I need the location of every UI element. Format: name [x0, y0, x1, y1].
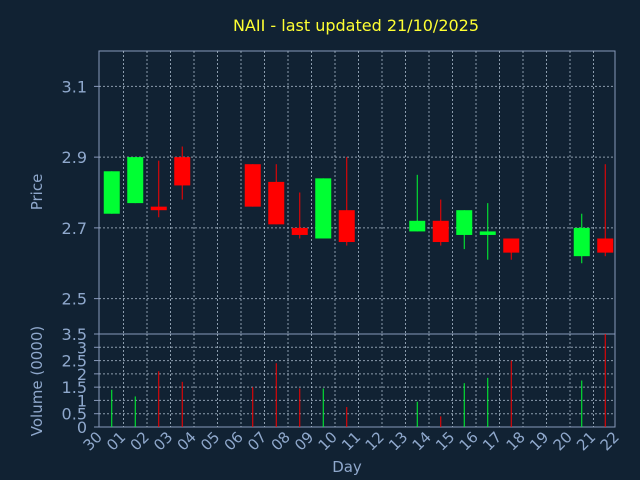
volume-tick-label: 0.5 — [62, 405, 87, 424]
price-tick-label: 2.5 — [62, 290, 87, 309]
candle-body — [432, 220, 449, 243]
volume-gridlines — [99, 334, 615, 427]
volume-tick-label: 3.5 — [62, 325, 87, 344]
candle-body — [573, 227, 590, 257]
price-tick-label: 2.7 — [62, 219, 87, 238]
candle-body — [244, 164, 261, 207]
price-axis-ticks: 3.1 2.9 2.7 2.5 — [62, 77, 99, 309]
candle-body — [103, 171, 120, 214]
price-axis-label: Price — [28, 174, 46, 211]
candle-body — [479, 231, 496, 235]
candle-body — [503, 238, 520, 253]
volume-tick-label: 0 — [77, 418, 87, 437]
candle-body — [174, 157, 191, 186]
volume-tick-label: 3 — [77, 338, 87, 357]
candle-body — [338, 210, 355, 243]
volume-plot-area — [98, 333, 616, 428]
x-axis-label: Day — [332, 458, 362, 476]
candle-body — [127, 157, 144, 204]
volume-axis-ticks: 3.532.521.510.50 — [62, 325, 99, 437]
day-axis-ticks: 3001020304050607080910111213141516171819… — [80, 428, 623, 454]
volume-tick-label: 1.5 — [62, 378, 87, 397]
chart-title: NAII - last updated 21/10/2025 — [233, 16, 479, 35]
volume-tick-label: 1 — [77, 391, 87, 410]
candle-body — [456, 210, 473, 235]
price-gridlines — [99, 51, 615, 334]
candle-body — [597, 238, 614, 253]
price-tick-label: 2.9 — [62, 148, 87, 167]
candles — [103, 146, 614, 264]
candle-body — [409, 220, 426, 232]
price-tick-label: 3.1 — [62, 77, 87, 96]
volume-axis-label: Volume (0000) — [28, 326, 46, 436]
candle-body — [268, 181, 285, 225]
candle-body — [315, 178, 332, 239]
volume-tick-label: 2.5 — [62, 352, 87, 371]
volume-bars — [111, 334, 606, 427]
candle-body — [150, 206, 167, 211]
candle-body — [291, 227, 308, 235]
volume-tick-label: 2 — [77, 365, 87, 384]
